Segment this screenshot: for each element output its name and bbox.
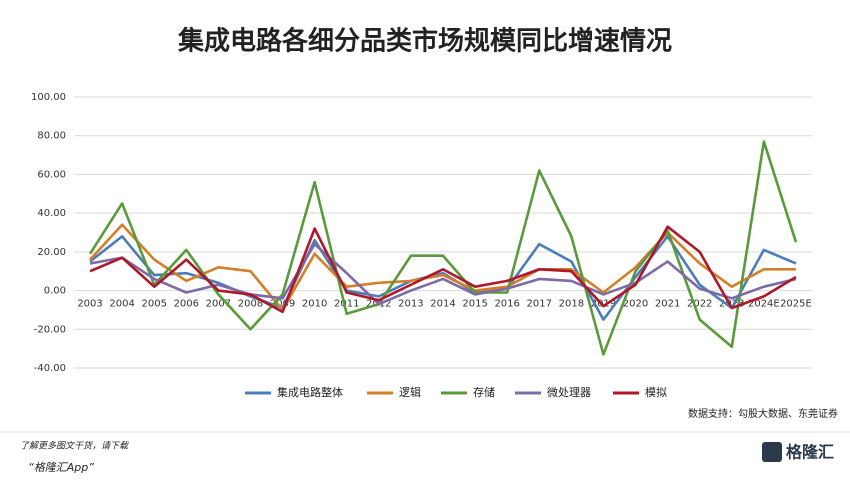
- y-tick-label: 40.00: [37, 208, 66, 219]
- series-line: [89, 225, 797, 314]
- legend-label: 集成电路整体: [277, 385, 343, 399]
- x-tick-label: 2019: [591, 299, 616, 310]
- y-tick-label: 20.00: [37, 247, 66, 258]
- x-tick-label: 2011: [334, 299, 359, 310]
- series-line: [89, 242, 797, 306]
- x-tick-label: 2020: [623, 299, 648, 310]
- y-tick-label: 60.00: [37, 169, 66, 180]
- x-tick-label: 2014: [430, 299, 455, 310]
- y-tick-label: 0.00: [44, 286, 66, 297]
- x-tick-label: 2022: [687, 299, 712, 310]
- x-tick-label: 2004: [109, 299, 134, 310]
- legend-label: 逻辑: [399, 385, 421, 399]
- x-tick-label: 2024E: [748, 299, 780, 310]
- source: 数据支持：勾股大数据、东莞证券: [688, 407, 838, 420]
- chart-title: 集成电路各细分品类市场规模同比增速情况: [177, 26, 672, 57]
- x-tick-label: 2007: [206, 299, 231, 310]
- y-tick-label: -20.00: [34, 324, 66, 335]
- footer-prompt: 了解更多图文干货，请下载: [20, 441, 129, 452]
- x-tick-label: 2010: [302, 299, 327, 310]
- x-tick-label: 2023: [719, 299, 744, 310]
- y-tick-label: 100.00: [31, 92, 66, 103]
- legend-label: 模拟: [645, 385, 667, 399]
- x-tick-label: 2005: [141, 299, 166, 310]
- x-tick-label: 2006: [174, 299, 199, 310]
- logo: 格隆汇: [786, 443, 834, 462]
- x-tick-label: 2013: [398, 299, 423, 310]
- x-tick-label: 2025E: [780, 299, 812, 310]
- logo-icon: [762, 442, 782, 462]
- y-tick-label: 80.00: [37, 131, 66, 142]
- footer-app: “格隆汇App”: [28, 461, 94, 474]
- y-tick-label: -40.00: [34, 363, 66, 374]
- x-tick-label: 2003: [77, 299, 102, 310]
- series-line: [89, 223, 796, 312]
- x-tick-label: 2009: [270, 299, 295, 310]
- x-tick-label: 2015: [462, 299, 487, 310]
- x-tick-label: 2016: [494, 299, 519, 310]
- legend-label: 存储: [473, 385, 495, 399]
- series-line: [88, 140, 798, 356]
- x-tick-label: 2018: [559, 299, 584, 310]
- x-tick-label: 2008: [238, 299, 263, 310]
- x-tick-label: 2021: [655, 299, 680, 310]
- legend-label: 微处理器: [547, 385, 591, 399]
- x-tick-label: 2017: [527, 299, 552, 310]
